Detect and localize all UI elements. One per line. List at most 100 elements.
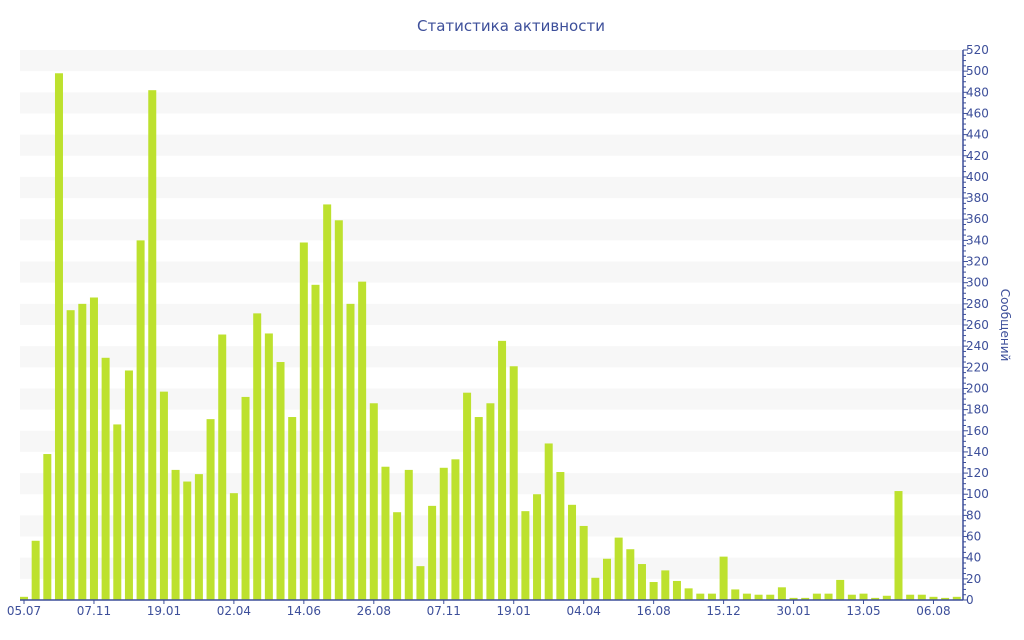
- bar[interactable]: [20, 596, 28, 600]
- bar[interactable]: [334, 220, 343, 601]
- y-tick-label: 220: [966, 360, 989, 374]
- bar[interactable]: [474, 417, 483, 600]
- grid-band: [20, 219, 963, 241]
- bar[interactable]: [731, 589, 740, 600]
- y-tick-label: 340: [966, 233, 989, 247]
- bar[interactable]: [661, 570, 670, 600]
- bar[interactable]: [218, 334, 227, 600]
- bar[interactable]: [194, 474, 203, 600]
- bar[interactable]: [509, 366, 518, 600]
- bar[interactable]: [568, 504, 577, 600]
- bar[interactable]: [637, 564, 646, 600]
- bar[interactable]: [451, 459, 460, 600]
- bar[interactable]: [812, 593, 821, 600]
- bar[interactable]: [369, 403, 378, 600]
- bar[interactable]: [171, 469, 180, 600]
- bar[interactable]: [789, 597, 798, 600]
- bar[interactable]: [929, 596, 938, 600]
- bar[interactable]: [766, 594, 775, 600]
- bar[interactable]: [323, 204, 332, 600]
- bar[interactable]: [719, 556, 728, 600]
- bar[interactable]: [439, 467, 448, 600]
- bar[interactable]: [836, 579, 845, 600]
- bar[interactable]: [754, 594, 763, 600]
- y-tick-label: 140: [966, 445, 989, 459]
- y-tick-label: 200: [966, 381, 989, 395]
- grid-band: [20, 50, 963, 72]
- bar[interactable]: [544, 443, 553, 600]
- bar[interactable]: [358, 281, 367, 600]
- bar[interactable]: [486, 403, 495, 600]
- bar[interactable]: [672, 580, 681, 600]
- bar[interactable]: [276, 362, 285, 600]
- y-tick-label: 240: [966, 339, 989, 353]
- x-tick-label: 07.11: [427, 604, 461, 618]
- bar[interactable]: [136, 240, 145, 600]
- y-axis-label: Сообщений: [998, 289, 1012, 362]
- bar[interactable]: [521, 511, 530, 600]
- bar[interactable]: [882, 595, 891, 600]
- bar[interactable]: [463, 392, 472, 600]
- bar[interactable]: [393, 512, 402, 600]
- bar[interactable]: [906, 594, 915, 600]
- bar[interactable]: [894, 491, 903, 600]
- bar[interactable]: [684, 588, 693, 600]
- y-tick-label: 280: [966, 297, 989, 311]
- bar[interactable]: [614, 537, 623, 600]
- bar[interactable]: [311, 284, 320, 600]
- bar[interactable]: [917, 594, 926, 600]
- grid-band: [20, 92, 963, 114]
- bar[interactable]: [777, 587, 786, 600]
- bar[interactable]: [43, 454, 52, 600]
- bar[interactable]: [241, 396, 250, 600]
- bar[interactable]: [31, 540, 40, 600]
- bar[interactable]: [824, 593, 833, 600]
- bar[interactable]: [941, 597, 950, 600]
- bar[interactable]: [696, 593, 705, 600]
- bar[interactable]: [183, 481, 192, 600]
- bar[interactable]: [264, 333, 273, 600]
- bar[interactable]: [299, 242, 308, 601]
- bar[interactable]: [649, 582, 658, 600]
- bar[interactable]: [54, 73, 63, 601]
- bar[interactable]: [498, 340, 507, 600]
- bar[interactable]: [533, 494, 542, 600]
- bar[interactable]: [591, 577, 600, 600]
- bar[interactable]: [556, 472, 565, 600]
- bar[interactable]: [404, 469, 413, 600]
- bar[interactable]: [101, 357, 110, 600]
- bar[interactable]: [603, 558, 611, 600]
- bar[interactable]: [288, 417, 297, 600]
- bar[interactable]: [847, 594, 856, 600]
- bar[interactable]: [253, 313, 262, 600]
- x-tick-label: 19.01: [147, 604, 181, 618]
- bar[interactable]: [626, 549, 635, 600]
- bars: [20, 73, 961, 601]
- bar[interactable]: [742, 593, 751, 600]
- bar[interactable]: [428, 505, 437, 600]
- bar[interactable]: [871, 597, 880, 600]
- bar[interactable]: [78, 303, 87, 600]
- bar[interactable]: [416, 566, 425, 600]
- bar[interactable]: [148, 90, 157, 600]
- x-tick-label: 26.08: [357, 604, 391, 618]
- bar[interactable]: [579, 525, 588, 600]
- bar[interactable]: [952, 596, 961, 600]
- x-tick-label: 16.08: [636, 604, 670, 618]
- bar[interactable]: [381, 466, 390, 600]
- y-tick-label: 40: [966, 551, 981, 565]
- bar[interactable]: [206, 419, 215, 600]
- bar[interactable]: [113, 424, 122, 600]
- y-tick-label: 460: [966, 106, 989, 120]
- bar[interactable]: [229, 493, 238, 600]
- bar[interactable]: [124, 370, 133, 600]
- x-axis: 05.07 07.11 19.01 02.04 14.06 26.08 07.11 19.01…: [7, 599, 963, 618]
- bar[interactable]: [66, 310, 75, 600]
- bar[interactable]: [707, 593, 716, 600]
- bar[interactable]: [89, 297, 98, 601]
- bar[interactable]: [859, 593, 868, 600]
- bar[interactable]: [801, 597, 810, 600]
- bar[interactable]: [159, 391, 168, 600]
- bar[interactable]: [346, 303, 355, 600]
